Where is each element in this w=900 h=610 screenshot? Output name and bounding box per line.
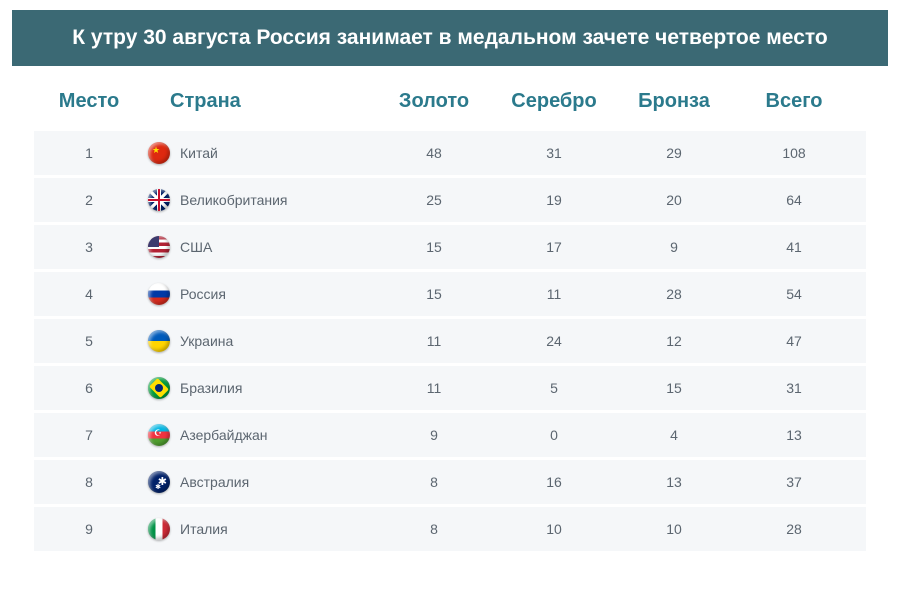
cell-total: 108	[734, 145, 854, 161]
medal-table: Место Страна Золото Серебро Бронза Всего…	[34, 90, 866, 551]
cell-gold: 11	[374, 380, 494, 396]
gb-flag-icon	[148, 189, 170, 211]
cell-rank: 1	[34, 145, 144, 161]
col-bronze: Бронза	[614, 90, 734, 113]
title-bar: К утру 30 августа Россия занимает в меда…	[12, 10, 888, 66]
country-name: Бразилия	[180, 380, 242, 396]
au-flag-icon	[148, 471, 170, 493]
table-row: 7 Азербайджан 90413	[34, 413, 866, 457]
cell-gold: 8	[374, 521, 494, 537]
cell-gold: 9	[374, 427, 494, 443]
cell-country: Россия	[144, 283, 374, 305]
cell-rank: 8	[34, 474, 144, 490]
col-country: Страна	[144, 90, 374, 113]
country-name: Великобритания	[180, 192, 288, 208]
az-flag-icon	[148, 424, 170, 446]
cell-rank: 3	[34, 239, 144, 255]
cell-country: Австралия	[144, 471, 374, 493]
cell-rank: 9	[34, 521, 144, 537]
country-name: Азербайджан	[180, 427, 268, 443]
cell-total: 54	[734, 286, 854, 302]
cell-silver: 5	[494, 380, 614, 396]
cell-gold: 15	[374, 286, 494, 302]
table-row: 5 Украина 11241247	[34, 319, 866, 363]
cell-country: Италия	[144, 518, 374, 540]
col-total: Всего	[734, 90, 854, 113]
cell-gold: 8	[374, 474, 494, 490]
table-row: 1 Китай 483129108	[34, 131, 866, 175]
cell-bronze: 4	[614, 427, 734, 443]
ua-flag-icon	[148, 330, 170, 352]
br-flag-icon	[148, 377, 170, 399]
cell-bronze: 28	[614, 286, 734, 302]
cell-silver: 10	[494, 521, 614, 537]
ru-flag-icon	[148, 283, 170, 305]
cell-country: Бразилия	[144, 377, 374, 399]
table-row: 6 Бразилия 1151531	[34, 366, 866, 410]
cell-silver: 24	[494, 333, 614, 349]
cell-gold: 25	[374, 192, 494, 208]
cell-country: Азербайджан	[144, 424, 374, 446]
cell-silver: 0	[494, 427, 614, 443]
table-row: 8Австралия8161337	[34, 460, 866, 504]
us-flag-icon	[148, 236, 170, 258]
cell-total: 47	[734, 333, 854, 349]
cell-silver: 16	[494, 474, 614, 490]
cell-bronze: 29	[614, 145, 734, 161]
cn-flag-icon	[148, 142, 170, 164]
table-row: 3 США 1517941	[34, 225, 866, 269]
table-row: 4 Россия 15112854	[34, 272, 866, 316]
cell-bronze: 20	[614, 192, 734, 208]
cell-total: 41	[734, 239, 854, 255]
cell-rank: 6	[34, 380, 144, 396]
cell-gold: 15	[374, 239, 494, 255]
country-name: Китай	[180, 145, 218, 161]
cell-total: 64	[734, 192, 854, 208]
col-gold: Золото	[374, 90, 494, 113]
cell-rank: 7	[34, 427, 144, 443]
cell-silver: 19	[494, 192, 614, 208]
table-header: Место Страна Золото Серебро Бронза Всего	[34, 90, 866, 131]
cell-silver: 17	[494, 239, 614, 255]
page-title: К утру 30 августа Россия занимает в меда…	[72, 26, 827, 49]
cell-bronze: 13	[614, 474, 734, 490]
cell-rank: 4	[34, 286, 144, 302]
cell-country: США	[144, 236, 374, 258]
col-silver: Серебро	[494, 90, 614, 113]
cell-country: Украина	[144, 330, 374, 352]
cell-total: 28	[734, 521, 854, 537]
cell-country: Великобритания	[144, 189, 374, 211]
cell-silver: 11	[494, 286, 614, 302]
cell-bronze: 12	[614, 333, 734, 349]
cell-silver: 31	[494, 145, 614, 161]
country-name: Украина	[180, 333, 233, 349]
col-rank: Место	[34, 90, 144, 113]
cell-total: 31	[734, 380, 854, 396]
cell-bronze: 15	[614, 380, 734, 396]
country-name: Россия	[180, 286, 226, 302]
country-name: Италия	[180, 521, 228, 537]
cell-gold: 48	[374, 145, 494, 161]
table-row: 2 Великобритания 25192064	[34, 178, 866, 222]
cell-rank: 5	[34, 333, 144, 349]
cell-country: Китай	[144, 142, 374, 164]
cell-bronze: 9	[614, 239, 734, 255]
country-name: США	[180, 239, 212, 255]
cell-bronze: 10	[614, 521, 734, 537]
cell-gold: 11	[374, 333, 494, 349]
table-body: 1Китай4831291082Великобритания251920643С…	[34, 131, 866, 551]
it-flag-icon	[148, 518, 170, 540]
country-name: Австралия	[180, 474, 249, 490]
cell-rank: 2	[34, 192, 144, 208]
table-row: 9Италия8101028	[34, 507, 866, 551]
cell-total: 13	[734, 427, 854, 443]
cell-total: 37	[734, 474, 854, 490]
